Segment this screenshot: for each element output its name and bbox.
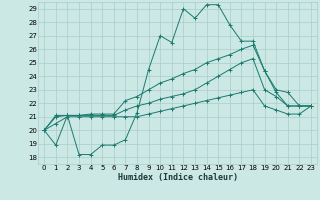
X-axis label: Humidex (Indice chaleur): Humidex (Indice chaleur) <box>118 173 238 182</box>
